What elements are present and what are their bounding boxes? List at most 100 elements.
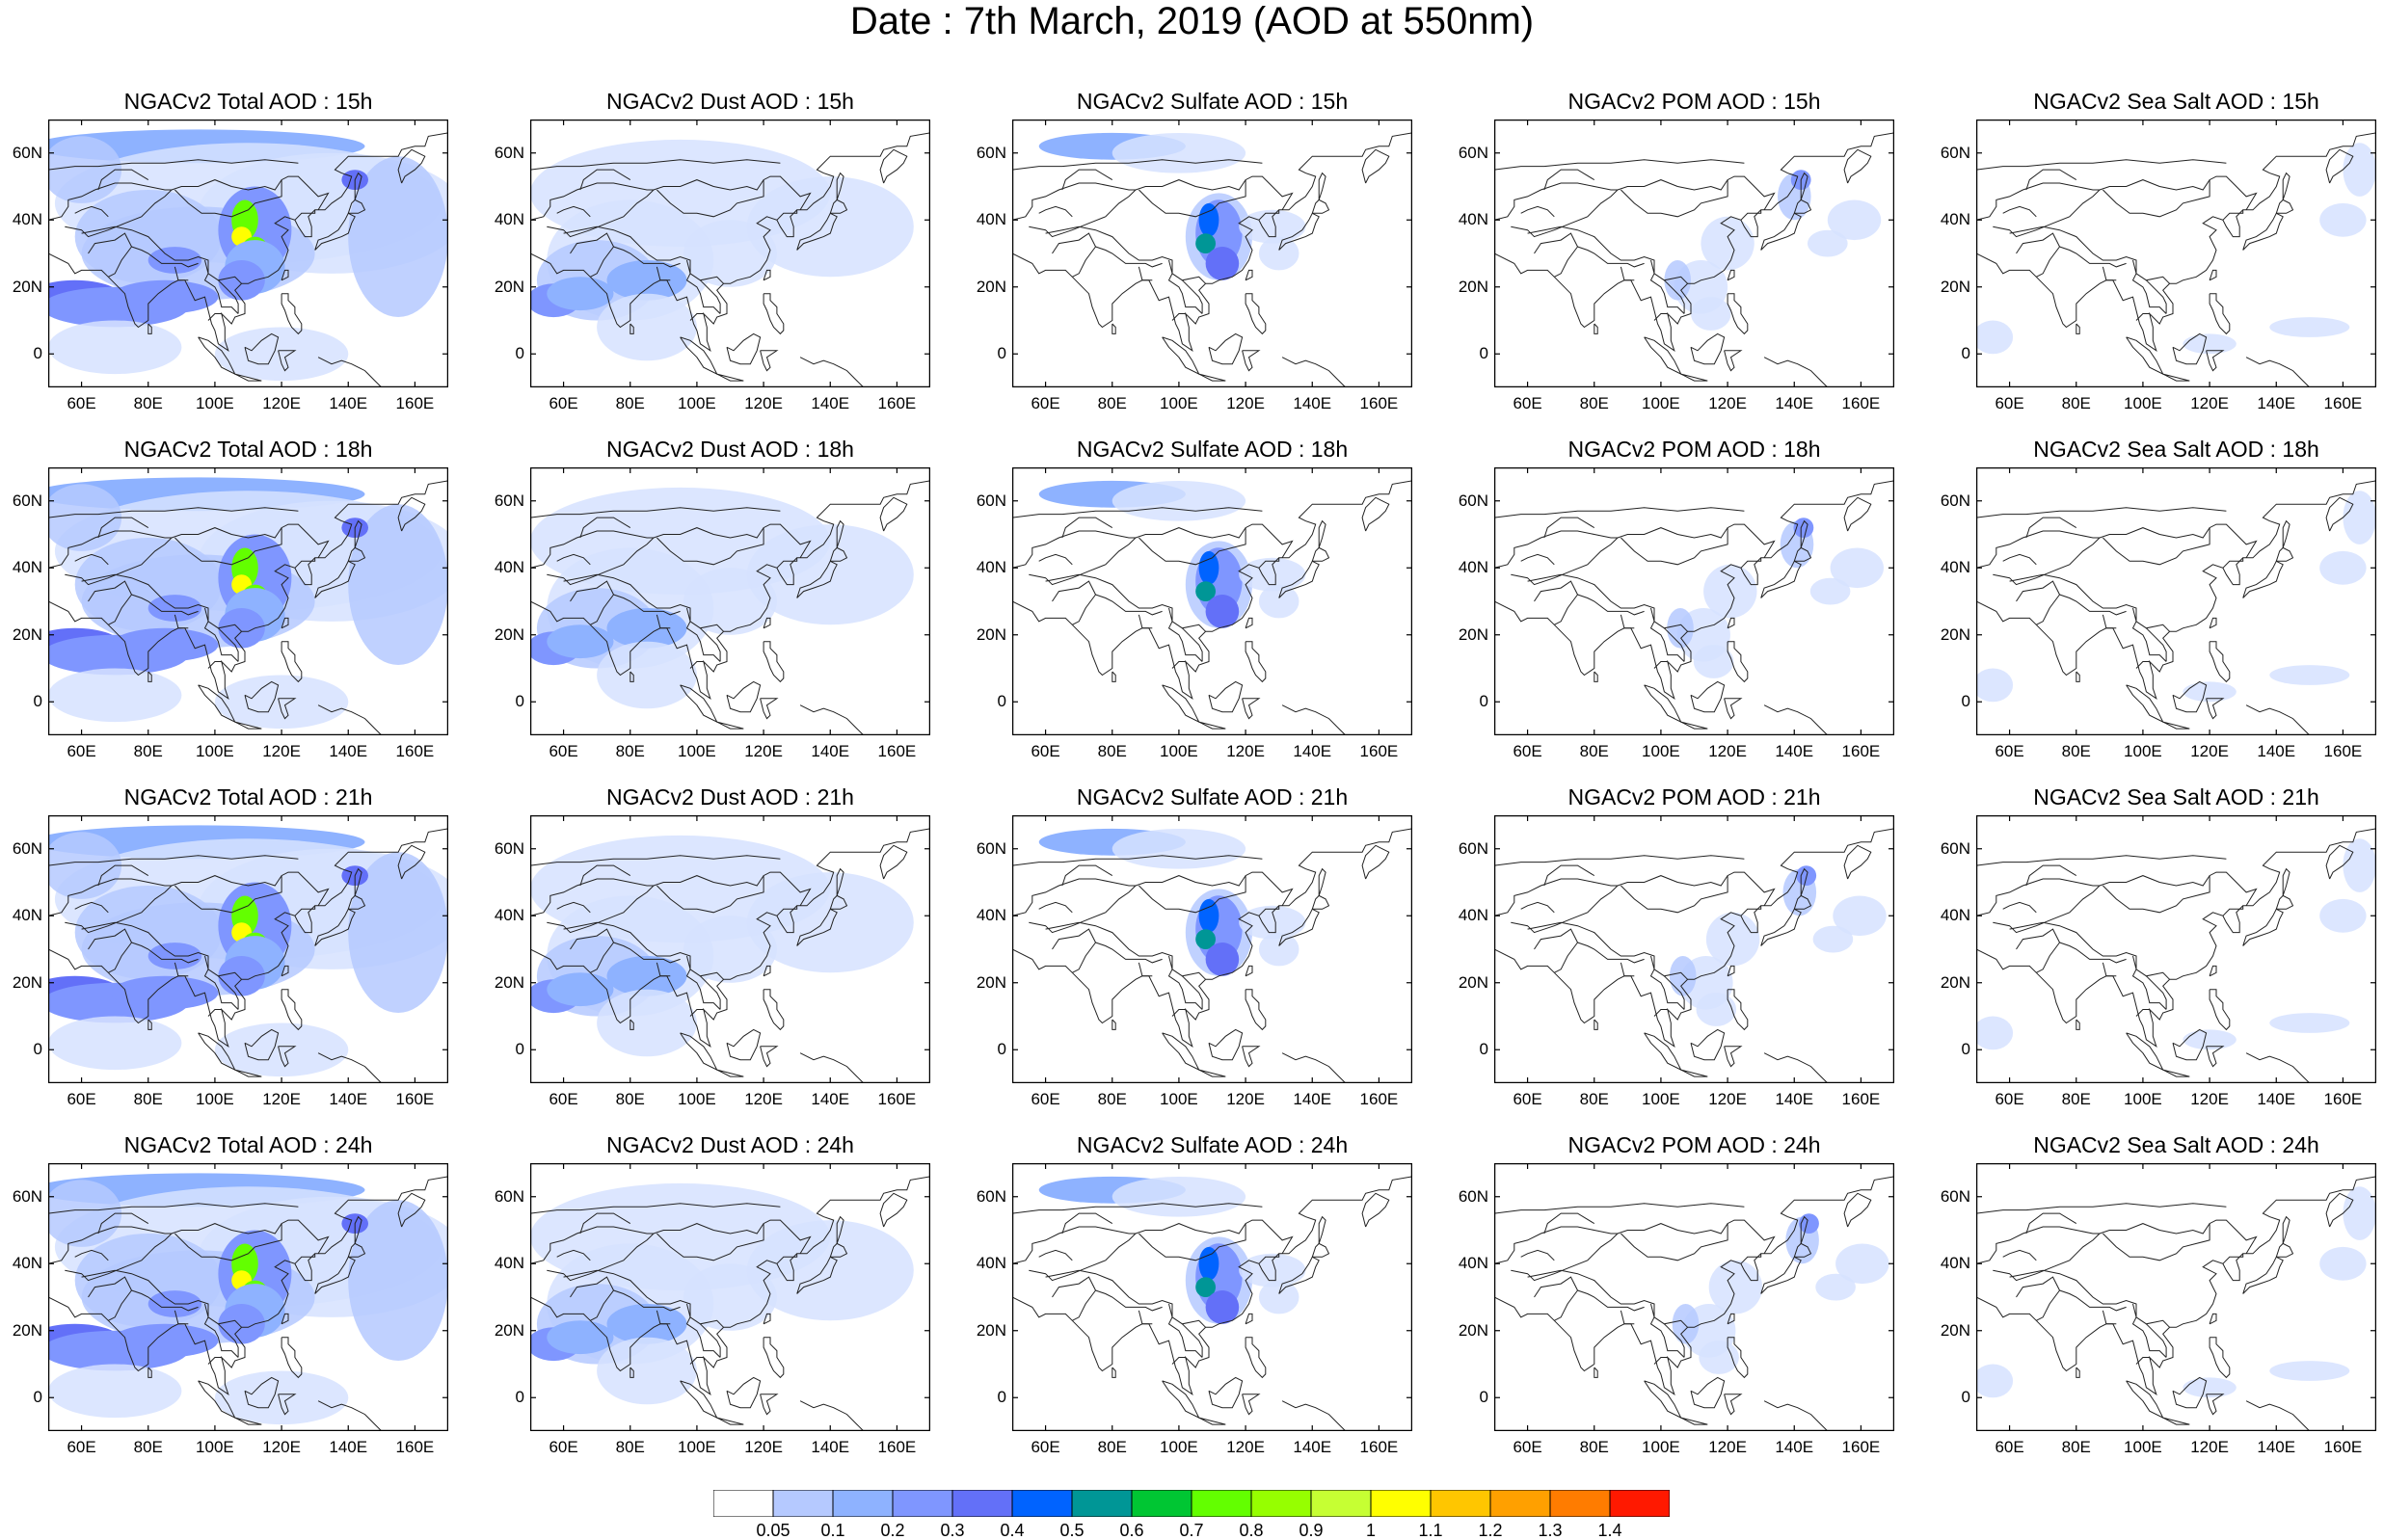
coastline bbox=[1112, 1019, 1116, 1030]
coastline bbox=[1361, 844, 1390, 880]
coastline bbox=[281, 641, 303, 683]
aod-contour bbox=[1239, 209, 1306, 244]
coastline bbox=[1800, 867, 1808, 896]
coastline bbox=[81, 573, 242, 632]
coastline bbox=[1620, 614, 1635, 629]
map-panel-sulfate bbox=[1012, 1163, 1412, 1431]
coastline bbox=[354, 1215, 362, 1244]
lat-tick-label: 0 bbox=[515, 1040, 524, 1059]
coastline bbox=[796, 560, 838, 598]
lat-tick-label: 60N bbox=[976, 143, 1006, 162]
coastline bbox=[829, 546, 848, 562]
coastline bbox=[1800, 172, 1808, 200]
coastline bbox=[2209, 269, 2217, 281]
coastline bbox=[1793, 894, 1812, 910]
coastline bbox=[556, 553, 591, 566]
coastline bbox=[2206, 698, 2225, 720]
coastlines bbox=[1012, 132, 1412, 387]
coastline bbox=[198, 1380, 236, 1420]
coastline bbox=[1029, 1233, 1137, 1282]
lon-tick-label: 80E bbox=[1097, 742, 1127, 760]
coastline bbox=[48, 1176, 448, 1396]
lat-tick-label: 20N bbox=[12, 624, 42, 644]
coastline bbox=[347, 546, 366, 562]
coastline bbox=[2209, 965, 2217, 977]
map-frame bbox=[1494, 815, 1894, 1083]
coastline bbox=[689, 1009, 704, 1017]
coastlines bbox=[48, 132, 448, 387]
aod-contour bbox=[48, 668, 182, 723]
lat-tick-label: 0 bbox=[1479, 692, 1488, 711]
colorbar-box bbox=[951, 1490, 1013, 1517]
coastline bbox=[1045, 226, 1206, 284]
coastline bbox=[1311, 199, 1330, 214]
coastline bbox=[685, 1303, 721, 1358]
map-panel-seasalt bbox=[1976, 1163, 2376, 1431]
coastline bbox=[829, 1242, 848, 1258]
aod-contour bbox=[1198, 550, 1219, 585]
lon-tick-label: 120E bbox=[262, 742, 301, 760]
coastline bbox=[2242, 1256, 2284, 1294]
coastline bbox=[1012, 828, 1412, 1049]
coastline bbox=[530, 1176, 930, 1396]
lon-tick-label: 80E bbox=[1097, 1090, 1127, 1108]
lat-tick-label: 0 bbox=[515, 344, 524, 363]
coastline bbox=[799, 1400, 865, 1431]
coastline bbox=[317, 704, 383, 735]
coastline bbox=[530, 523, 812, 569]
aod-contour bbox=[1976, 320, 2014, 355]
coastline bbox=[776, 557, 798, 569]
lat-tick-label: 60N bbox=[494, 143, 524, 162]
coastline bbox=[1664, 279, 1685, 314]
coastline bbox=[836, 867, 844, 896]
lat-tick-label: 40N bbox=[976, 558, 1006, 577]
coastline bbox=[579, 169, 631, 191]
coastline bbox=[1724, 350, 1743, 372]
panel-title: NGACv2 Dust AOD : 15h bbox=[606, 89, 854, 114]
lon-tick-label: 120E bbox=[744, 1438, 783, 1456]
coastline bbox=[147, 1019, 152, 1030]
coastline bbox=[2162, 1069, 2190, 1077]
coastline bbox=[1511, 537, 1619, 586]
coastline bbox=[656, 527, 764, 566]
aod-contour bbox=[1258, 932, 1299, 967]
coastline bbox=[2102, 962, 2117, 977]
lon-tick-label: 140E bbox=[2257, 394, 2296, 412]
coastline bbox=[2172, 1376, 2208, 1409]
coastline bbox=[760, 1394, 779, 1416]
aod-contour bbox=[1195, 929, 1216, 949]
coastline bbox=[65, 537, 173, 586]
coastline bbox=[1167, 259, 1203, 314]
lon-tick-label: 120E bbox=[262, 1090, 301, 1108]
coastline bbox=[2245, 1052, 2311, 1083]
lat-tick-label: 60N bbox=[494, 838, 524, 858]
coastline bbox=[1543, 864, 1595, 887]
panel-title: NGACv2 Total AOD : 21h bbox=[123, 784, 373, 810]
coastline bbox=[2209, 989, 2231, 1031]
panel-title: NGACv2 Total AOD : 24h bbox=[123, 1132, 373, 1157]
map-panel-total bbox=[48, 1163, 448, 1431]
coastline bbox=[613, 594, 681, 616]
coastline bbox=[1198, 1417, 1226, 1425]
coastline bbox=[147, 323, 152, 334]
lat-tick-label: 60N bbox=[976, 1186, 1006, 1206]
colorbar-label: 0.4 bbox=[1000, 1521, 1025, 1540]
coastline bbox=[1038, 553, 1073, 566]
coastline bbox=[1245, 293, 1267, 335]
panel-title: NGACv2 Total AOD : 15h bbox=[123, 89, 373, 114]
coastline bbox=[1664, 627, 1685, 662]
coastline bbox=[700, 279, 721, 314]
coastline bbox=[1112, 323, 1116, 334]
map-frame bbox=[1494, 119, 1894, 387]
coastline bbox=[1760, 1256, 1802, 1294]
coastline bbox=[48, 855, 299, 866]
lon-tick-label: 120E bbox=[2190, 1438, 2229, 1456]
coastline bbox=[314, 908, 356, 946]
map-panel-sulfate bbox=[1012, 815, 1412, 1083]
colorbar-box bbox=[832, 1490, 894, 1517]
lat-tick-label: 0 bbox=[515, 692, 524, 711]
coastline bbox=[1182, 279, 1203, 314]
map-panel-sulfate bbox=[1012, 467, 1412, 735]
lat-tick-label: 40N bbox=[494, 906, 524, 925]
coastline bbox=[1594, 1367, 1598, 1378]
